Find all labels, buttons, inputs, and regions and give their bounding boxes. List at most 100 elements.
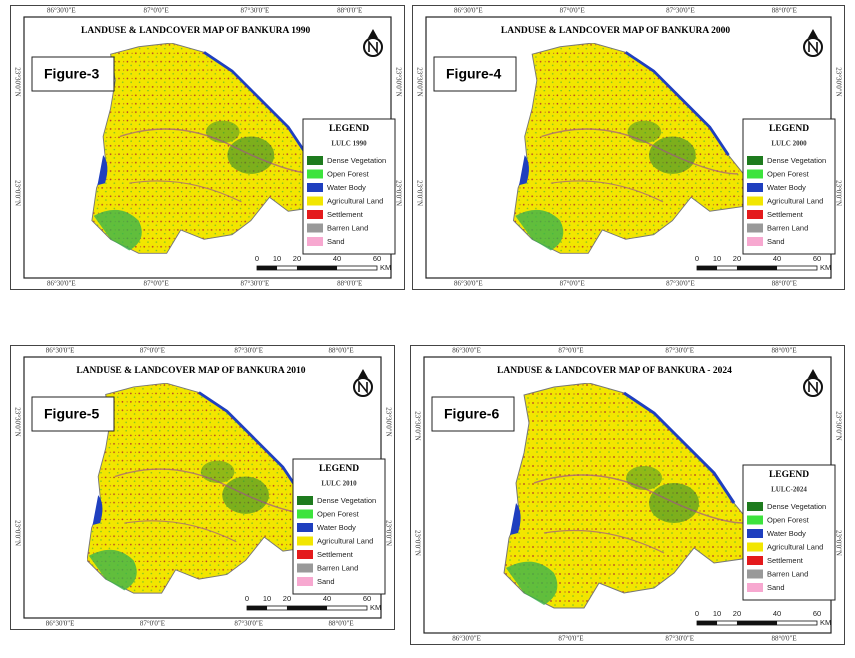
legend-label: Open Forest: [767, 515, 810, 524]
lat-tick-left: 23°0'0"N: [13, 520, 21, 546]
lat-tick-right: 23°0'0"N: [834, 180, 842, 206]
scale-segment: [296, 266, 338, 270]
scale-label: 10: [273, 254, 281, 263]
legend-swatch: [297, 509, 313, 519]
lat-tick-left: 23°30'0"N: [413, 411, 421, 440]
scale-label: 20: [283, 594, 291, 603]
lon-tick-top: 86°30'0"E: [46, 347, 75, 355]
scale-segment: [257, 266, 278, 270]
legend-swatch: [297, 523, 313, 532]
legend-label: Agricultural Land: [317, 536, 373, 545]
scale-segment: [286, 606, 328, 610]
legend-swatch: [747, 183, 763, 192]
map-title: LANDUSE & LANDCOVER MAP OF BANKURA 2000: [501, 26, 730, 36]
lon-tick-top: 86°30'0"E: [454, 7, 483, 15]
scale-label: 10: [263, 594, 271, 603]
scale-label: 60: [813, 609, 821, 618]
legend-swatch: [747, 583, 763, 592]
scale-segment: [247, 606, 268, 610]
north-arrow-head: [358, 369, 368, 378]
legend-swatch: [747, 515, 763, 525]
lon-tick-bottom: 88°0'0"E: [771, 635, 796, 643]
lat-tick-right: 23°30'0"N: [834, 411, 842, 440]
legend-label: Settlement: [767, 210, 804, 219]
scale-label: 0: [245, 594, 249, 603]
legend-swatch: [747, 556, 763, 565]
lat-tick-right: 23°30'0"N: [394, 67, 402, 96]
legend-swatch: [297, 496, 313, 505]
lon-tick-bottom: 87°0'0"E: [558, 635, 583, 643]
scale-label: 60: [363, 594, 371, 603]
north-arrow-head: [368, 29, 378, 38]
lon-tick-top: 87°0'0"E: [140, 347, 165, 355]
scale-label: 10: [713, 609, 721, 618]
legend-label: Barren Land: [767, 569, 808, 578]
figure-label: Figure-4: [446, 66, 501, 82]
legend-swatch: [747, 196, 763, 206]
figure-label-box: [31, 396, 115, 432]
map-title: LANDUSE & LANDCOVER MAP OF BANKURA 1990: [81, 26, 310, 36]
lon-tick-top: 87°30'0"E: [241, 7, 270, 15]
legend-swatch: [297, 577, 313, 586]
lon-tick-top: 88°0'0"E: [328, 347, 353, 355]
figure-label: Figure-3: [44, 66, 99, 82]
legend-label: Agricultural Land: [767, 196, 823, 205]
legend-heading: LEGEND: [329, 124, 369, 134]
legend-swatch: [307, 237, 323, 246]
lon-tick-bottom: 86°30'0"E: [454, 280, 483, 288]
legend-label: Sand: [767, 237, 785, 246]
legend-swatch: [747, 237, 763, 246]
lon-tick-bottom: 87°0'0"E: [140, 620, 165, 628]
legend-label: Dense Vegetation: [327, 156, 386, 165]
lon-tick-top: 87°30'0"E: [234, 347, 263, 355]
lat-tick-right: 23°0'0"N: [834, 530, 842, 556]
lon-tick-bottom: 86°30'0"E: [46, 620, 75, 628]
north-arrow-n: [368, 39, 378, 55]
legend-swatch: [307, 223, 323, 233]
legend-subtitle: LULC-2024: [771, 486, 807, 494]
figure-label-box: [431, 396, 515, 432]
lon-tick-bottom: 88°0'0"E: [337, 280, 362, 288]
scale-segment: [697, 621, 718, 625]
lon-tick-top: 88°0'0"E: [337, 7, 362, 15]
north-arrow-head: [808, 369, 818, 378]
scale-label: 0: [255, 254, 259, 263]
map-panel: LANDUSE & LANDCOVER MAP OF BANKURA 2010 8…: [10, 345, 395, 630]
legend-swatch: [307, 183, 323, 192]
legend-label: Settlement: [327, 210, 364, 219]
north-arrow-n: [808, 379, 818, 395]
lon-tick-top: 86°30'0"E: [47, 7, 76, 15]
scale-segment: [697, 266, 718, 270]
legend-label: Barren Land: [327, 223, 368, 232]
lon-tick-bottom: 87°30'0"E: [666, 280, 695, 288]
legend-swatch: [747, 210, 763, 219]
scale-label: 40: [323, 594, 331, 603]
figure-label: Figure-5: [44, 406, 99, 422]
lat-tick-left: 23°30'0"N: [13, 407, 21, 436]
lon-tick-bottom: 88°0'0"E: [328, 620, 353, 628]
scale-label: 60: [813, 254, 821, 263]
legend-subtitle: LULC 2010: [321, 480, 357, 488]
legend-swatch: [307, 210, 323, 219]
legend-swatch: [747, 169, 763, 179]
scale-label: 40: [773, 254, 781, 263]
legend-swatch: [297, 563, 313, 573]
legend-label: Settlement: [317, 550, 354, 559]
legend-label: Dense Vegetation: [767, 156, 826, 165]
lon-tick-bottom: 87°30'0"E: [241, 280, 270, 288]
legend-swatch: [747, 529, 763, 538]
legend-swatch: [297, 536, 313, 546]
scale-label: 0: [695, 609, 699, 618]
legend-swatch: [307, 156, 323, 165]
legend-label: Sand: [327, 237, 345, 246]
lon-tick-bottom: 88°0'0"E: [772, 280, 797, 288]
lat-tick-left: 23°0'0"N: [413, 530, 421, 556]
legend-subtitle: LULC 2000: [771, 140, 807, 148]
legend-label: Open Forest: [767, 169, 810, 178]
north-arrow-n: [358, 379, 368, 395]
lon-tick-top: 88°0'0"E: [771, 347, 796, 355]
map-panel: LANDUSE & LANDCOVER MAP OF BANKURA - 202…: [410, 345, 845, 645]
figure-label-box: [433, 56, 517, 92]
scale-label: 20: [293, 254, 301, 263]
